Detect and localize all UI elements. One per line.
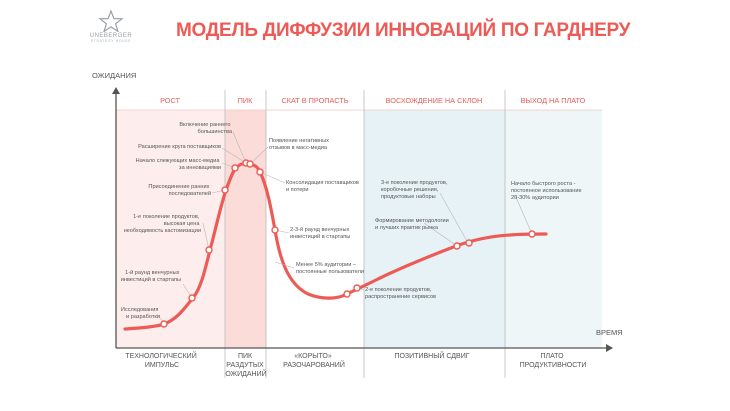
annotation-line: 20-30% аудитории (511, 195, 559, 201)
annotation-line: и потери (286, 187, 309, 193)
annotation-line: необходимость кастомизации (124, 228, 201, 234)
annotation-line: Расширение круга поставщиков (138, 144, 221, 150)
annotation-plateau: Начало быстрого роста - постоянное испол… (511, 181, 583, 201)
annotation-line: «КОРЫТО» (294, 353, 332, 360)
annotation-line: большинства (198, 129, 233, 135)
phase-top-trough: СКАТ В ПРОПАСТЬ (281, 96, 348, 105)
zone-rise (116, 110, 225, 348)
marker-gen3 (465, 239, 473, 247)
phase-bottom-trigger: ТЕХНОЛОГИЧЕСКИЙ ИМПУЛЬС (125, 351, 198, 369)
annotation-line: за инновациями (179, 165, 221, 171)
annotation-line: инвестиций в стартапы (121, 276, 181, 283)
annotation-line: ПИК (238, 353, 253, 360)
marker-vc1 (188, 294, 196, 302)
marker-gen1 (205, 246, 213, 254)
phase-top-plateau: ВЫХОД НА ПЛАТО (521, 96, 586, 105)
logo-tagline: STRATEGY HOUSE (90, 39, 132, 43)
zone-slope (364, 110, 505, 348)
annotation-line: 2-е поколение продуктов, (365, 287, 432, 293)
phase-bottom-plateau: ПЛАТО ПРОДУКТИВНОСТИ (520, 353, 587, 369)
marker-early-adopters (221, 186, 229, 194)
annotation-negative: Появление негативных отзывов в масс-меди… (269, 138, 331, 151)
star-icon (98, 10, 124, 32)
annotation-vc1: 1-й раунд венчурных инвестиций в стартап… (121, 269, 181, 283)
logo-name: UNEBERGER (89, 33, 133, 39)
annotation-line: ПЛАТО (540, 353, 564, 360)
annotation-rd: Исследования и разработки (121, 307, 160, 320)
annotation-line: Исследования (121, 307, 159, 313)
marker-rd (160, 320, 168, 328)
annotation-consolidation: Консолидация поставщиков и потери (286, 180, 360, 193)
annotation-line: Начало слежующих масс-медиа (136, 158, 221, 164)
zone-peak (225, 110, 266, 348)
annotation-line: последователей (169, 190, 211, 197)
y-axis-label: ОЖИДАНИЯ (92, 71, 136, 80)
annotation-line: Начало быстрого роста - (511, 181, 576, 187)
annotation-line: Включение раннего (179, 122, 230, 128)
phase-header-band (116, 89, 602, 110)
marker-media (231, 164, 239, 172)
marker-gen2-b (353, 284, 361, 292)
annotation-line: ПРОДУКТИВНОСТИ (520, 362, 587, 369)
phase-bottom-slope: ПОЗИТИВНЫЙ СДВИГ (394, 351, 469, 360)
marker-gen2-a (343, 290, 351, 298)
page-title: МОДЕЛЬ ДИФФУЗИИ ИННОВАЦИЙ ПО ГАРДНЕРУ (176, 20, 631, 41)
annotation-gen2: 2-е поколение продуктов, распространение… (365, 287, 436, 300)
annotation-line: 2-3-й раунд венчурных (290, 226, 349, 233)
annotation-line: ИМПУЛЬС (145, 362, 179, 369)
zone-plateau (505, 110, 602, 348)
annotation-line: 3-е поколение продуктов, (381, 180, 448, 186)
phase-dividers (224, 90, 506, 378)
annotation-line: и разработки (126, 314, 160, 320)
phase-bottom-trough: «КОРЫТО» РАЗОЧАРОВАНИЙ (283, 353, 345, 369)
marker-consolidation (256, 168, 264, 176)
annotation-line: распространение сервисов (365, 294, 436, 300)
annotation-line: Менее 5% аудитории – (296, 262, 357, 268)
annotation-suppliers: Расширение круга поставщиков (138, 144, 221, 150)
logo: UNEBERGER STRATEGY HOUSE (88, 10, 134, 43)
annotation-line: Появление негативных (269, 138, 329, 144)
annotation-line: РАЗДУТЫХ (226, 362, 264, 369)
annotation-media: Начало слежующих масс-медиа за инновация… (136, 158, 221, 171)
marker-negative (246, 160, 254, 168)
annotation-line: РАЗОЧАРОВАНИЙ (283, 360, 345, 369)
marker-vc23 (271, 226, 279, 234)
annotation-early-adopters: Присоединение ранних последователей (148, 184, 211, 197)
phase-bottom-peak: ПИК РАЗДУТЫХ ОЖИДАНИЙ (225, 353, 266, 378)
annotation-line: ТЕХНОЛОГИЧЕСКИЙ (125, 351, 196, 360)
annotation-line: постоянные пользователи (296, 269, 364, 275)
annotation-line: коробочные решения, (381, 187, 439, 193)
annotation-gen3: 3-е поколение продуктов, коробочные реше… (381, 180, 449, 200)
annotation-line: продуктовые наборы (381, 194, 436, 200)
annotation-line: инвестиций в стартапы (290, 233, 350, 240)
annotation-line: высокая цена (164, 221, 201, 227)
curve-markers (160, 159, 536, 328)
annotation-line: ОЖИДАНИЙ (225, 369, 266, 378)
annotation-adoption-5: Менее 5% аудитории – постоянные пользова… (296, 262, 364, 275)
marker-methodology (453, 242, 461, 250)
annotation-line: Формирование методологии (375, 218, 449, 224)
phase-top-slope: ВОСХОЖДЕНИЕ НА СКЛОН (386, 96, 483, 105)
leader-lines (156, 131, 533, 324)
annotation-line: Присоединение ранних (148, 184, 209, 190)
phase-top-rise: РОСТ (160, 96, 180, 105)
annotation-early-majority: Включение раннего большинства (179, 122, 232, 135)
annotation-line: Консолидация поставщиков (286, 180, 359, 186)
annotation-line: ПОЗИТИВНЫЙ СДВИГ (394, 351, 469, 360)
phase-top-peak: ПИК (238, 96, 253, 105)
annotation-line: постоянное использование (511, 188, 582, 194)
annotation-line: 1-е поколение продуктов, (133, 214, 200, 220)
annotation-line: 1-й раунд венчурных (125, 269, 179, 276)
annotation-methodology: Формирование методологии и лучших практи… (375, 218, 450, 231)
annotation-gen1: 1-е поколение продуктов, высокая цена не… (124, 214, 201, 234)
x-axis-label: ВРЕМЯ (596, 328, 623, 337)
annotation-vc23: 2-3-й раунд венчурных инвестиций в старт… (290, 226, 351, 240)
annotation-line: отзывов в масс-медиа (269, 145, 328, 151)
marker-plateau (528, 230, 536, 238)
annotation-line: и лучших практик рынка (375, 225, 439, 231)
